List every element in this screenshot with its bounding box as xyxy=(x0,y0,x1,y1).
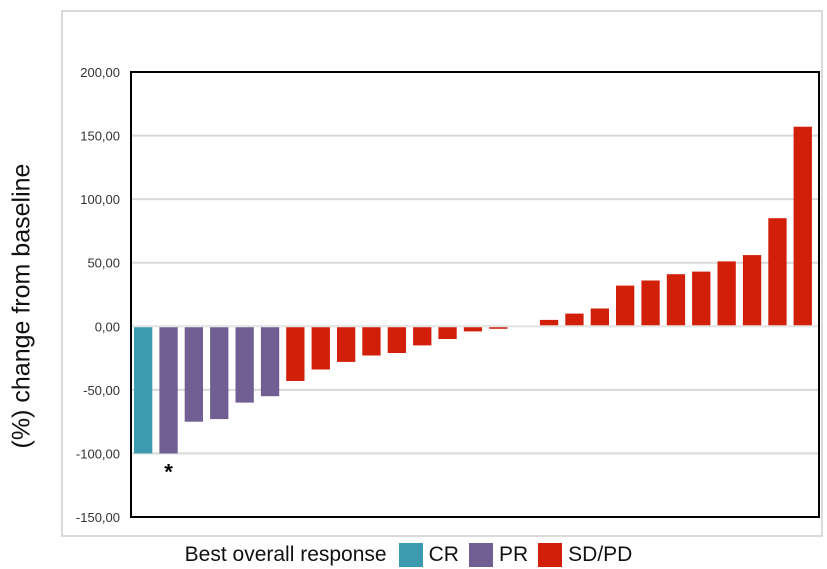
bar xyxy=(413,326,432,346)
legend-label-cr: CR xyxy=(428,543,459,566)
y-tick-label: -100,00 xyxy=(76,446,120,461)
outer-frame xyxy=(61,10,823,537)
bar xyxy=(463,326,483,332)
bar xyxy=(565,313,584,327)
y-tick-label: 50,00 xyxy=(87,256,120,271)
legend: Best overall response CR PR SD/PD xyxy=(0,543,827,567)
bar xyxy=(489,326,508,329)
y-tick-label: 0,00 xyxy=(95,319,120,334)
bar xyxy=(793,126,812,327)
legend-swatch-pr xyxy=(468,543,493,567)
bar xyxy=(286,326,305,381)
legend-item-sdpd: SD/PD xyxy=(538,543,632,567)
bar xyxy=(210,326,229,420)
bar xyxy=(134,326,153,454)
bar xyxy=(337,326,356,362)
legend-swatch-sdpd xyxy=(538,543,563,567)
bar xyxy=(438,326,457,339)
y-tick-label: -50,00 xyxy=(83,383,120,398)
bar xyxy=(692,271,711,327)
legend-title: Best overall response xyxy=(184,543,387,566)
bar xyxy=(539,319,559,327)
y-tick-label: 150,00 xyxy=(80,129,120,144)
bar xyxy=(590,308,609,327)
legend-item-cr: CR xyxy=(398,543,459,567)
y-tick-label: 200,00 xyxy=(80,65,120,80)
legend-label-sdpd: SD/PD xyxy=(568,543,633,566)
legend-item-pr: PR xyxy=(468,543,529,567)
bar xyxy=(641,280,660,327)
y-tick-label: 100,00 xyxy=(80,192,120,207)
bar xyxy=(768,218,787,327)
bar xyxy=(235,326,254,403)
legend-label-pr: PR xyxy=(498,543,529,566)
bar xyxy=(311,326,330,370)
plot-area-border xyxy=(130,71,820,518)
bar xyxy=(184,326,203,422)
legend-swatch-cr xyxy=(398,543,423,567)
bar xyxy=(666,274,686,327)
bar xyxy=(362,326,381,356)
bar xyxy=(742,255,762,327)
bar xyxy=(717,261,736,327)
bar xyxy=(387,326,406,353)
bar xyxy=(260,326,280,397)
annotation-asterisk: * xyxy=(164,459,173,484)
y-tick-label: -150,00 xyxy=(76,510,120,525)
bar xyxy=(159,326,178,454)
bar xyxy=(616,285,635,327)
